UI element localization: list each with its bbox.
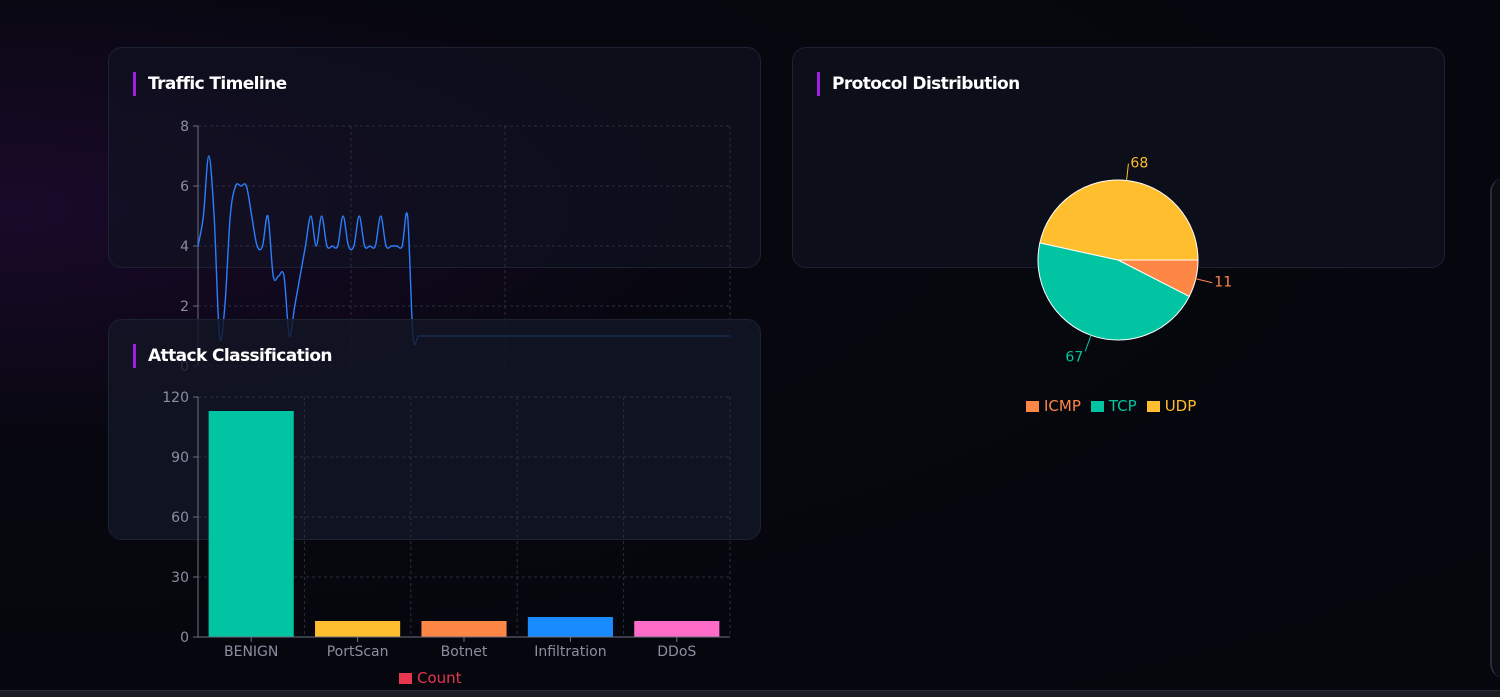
attack-xtick-label-infiltration: Infiltration bbox=[534, 644, 606, 660]
protocol-distribution-title: Protocol Distribution bbox=[817, 72, 1020, 96]
traffic-timeline-card: Traffic Timeline bbox=[108, 47, 761, 268]
side-panel-edge[interactable] bbox=[1490, 178, 1500, 678]
protocol-distribution-card: Protocol Distribution bbox=[792, 47, 1445, 268]
attack-bar-infiltration bbox=[527, 617, 613, 637]
pie-label-tcp: 67 bbox=[1065, 349, 1083, 365]
attack-ytick-label-1: 30 bbox=[171, 570, 189, 586]
attack-classification-title: Attack Classification bbox=[133, 344, 333, 368]
udp-legend-label: UDP bbox=[1164, 397, 1197, 415]
icmp-swatch bbox=[1026, 400, 1039, 412]
protocol-legend-udp[interactable]: UDP bbox=[1146, 397, 1197, 415]
timeline-ytick-label-1: 2 bbox=[180, 299, 189, 315]
udp-swatch bbox=[1146, 400, 1160, 412]
bottom-scrollbar[interactable] bbox=[0, 690, 1500, 697]
attack-xtick-label-botnet: Botnet bbox=[441, 644, 488, 660]
attack-classification-card: Attack Classification bbox=[108, 319, 761, 540]
attack-xtick-label-ddos: DDoS bbox=[657, 644, 696, 660]
attack-bar-botnet bbox=[421, 621, 507, 637]
pie-label-icmp: 11 bbox=[1214, 275, 1232, 291]
attack-xtick-label-portscan: PortScan bbox=[327, 644, 389, 660]
pie-leader-icmp bbox=[1195, 278, 1213, 284]
attack-ytick-label-0: 0 bbox=[180, 630, 189, 646]
attack-bar-portscan bbox=[315, 621, 401, 637]
protocol-legend-icmp[interactable]: ICMP bbox=[1026, 397, 1081, 415]
attack-legend-swatch bbox=[399, 672, 412, 684]
attack-xtick-label-benign: BENIGN bbox=[224, 644, 278, 660]
pie-leader-tcp bbox=[1084, 335, 1092, 352]
attack-legend-label: Count bbox=[417, 669, 462, 687]
protocol-legend: ICMP TCP UDP bbox=[1026, 397, 1206, 415]
tcp-swatch bbox=[1090, 400, 1104, 412]
tcp-legend-label: TCP bbox=[1108, 397, 1137, 415]
attack-bar-ddos bbox=[634, 621, 720, 637]
icmp-legend-label: ICMP bbox=[1044, 397, 1081, 415]
traffic-timeline-title: Traffic Timeline bbox=[133, 72, 287, 96]
protocol-legend-tcp[interactable]: TCP bbox=[1090, 397, 1137, 415]
attack-legend[interactable]: Count bbox=[399, 669, 462, 687]
